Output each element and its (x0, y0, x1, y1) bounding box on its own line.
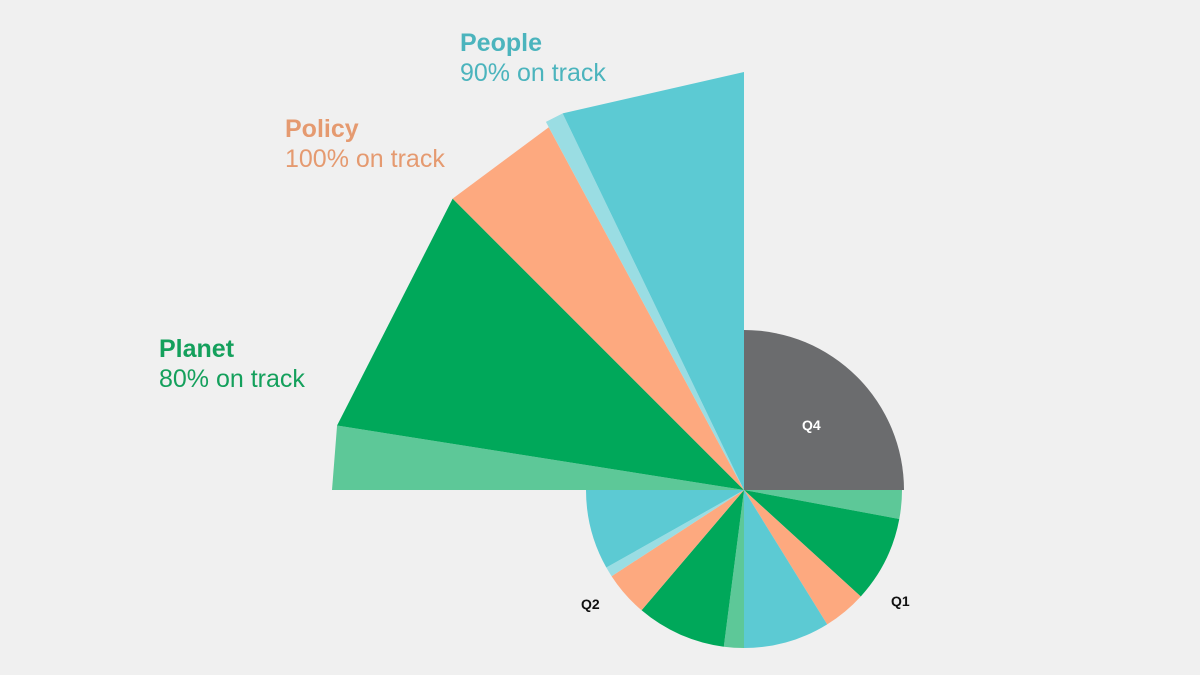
quarter-label-q2: Q2 (581, 596, 600, 612)
legend-policy-status: 100% on track (285, 145, 445, 173)
legend-people-status: 90% on track (460, 59, 606, 87)
slice-q2-planet-1 (641, 490, 744, 647)
legend-people-name: People (460, 29, 542, 57)
legend-policy-name: Policy (285, 115, 359, 143)
slice-main-planet-1 (337, 198, 744, 491)
slice-q2-policy-2 (611, 490, 744, 611)
slice-q1-planet-1 (744, 490, 900, 597)
slice-q2-planet-0 (723, 490, 744, 648)
slice-main-planet-0 (332, 425, 744, 490)
slice-q4-q4-0 (744, 330, 904, 490)
slice-main-policy-2 (452, 127, 744, 490)
legend-people: People 90% on track (460, 28, 606, 88)
slice-q1-planet-0 (744, 490, 902, 520)
legend-planet-name: Planet (159, 335, 235, 363)
slice-q2-people-4 (586, 490, 744, 568)
quarter-label-q1: Q1 (891, 593, 910, 609)
slice-main-people-3 (545, 113, 744, 490)
slice-q1-policy-2 (744, 490, 861, 625)
legend-policy: Policy 100% on track (285, 114, 445, 174)
quarter-label-q4: Q4 (802, 417, 821, 433)
legend-planet: Planet 80% on track (159, 334, 305, 394)
slice-main-people-4 (562, 72, 744, 490)
slice-q1-people-3 (744, 490, 828, 648)
legend-planet-status: 80% on track (159, 365, 305, 393)
slice-q2-people-3 (606, 490, 744, 577)
